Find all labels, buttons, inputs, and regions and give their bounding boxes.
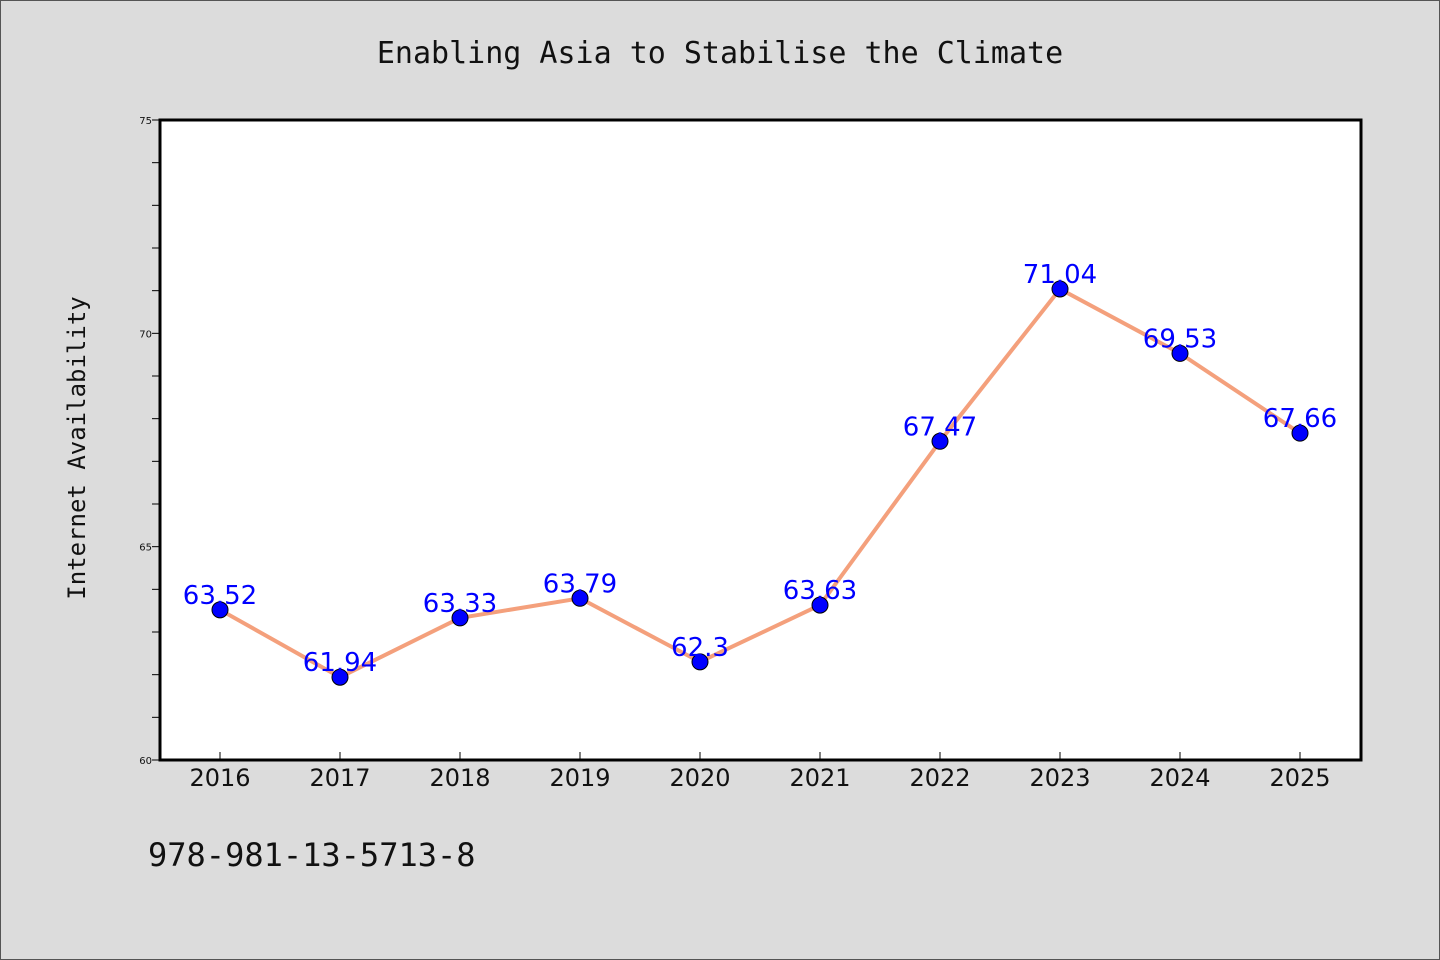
data-point [331,668,349,686]
x-tick-label: 2020 [669,764,730,792]
data-label: 63.63 [783,576,857,606]
data-label: 69.53 [1143,324,1217,354]
data-point [811,596,829,614]
data-label: 67.47 [903,412,977,442]
x-tick-label: 2022 [909,764,970,792]
x-tick-label: 2023 [1029,764,1090,792]
y-tick-label: 60 [139,756,152,767]
chart-title: Enabling Asia to Stabilise the Climate [377,36,1063,71]
data-point [571,589,589,607]
x-tick-label: 2018 [429,764,490,792]
data-label: 61.94 [303,648,377,678]
y-tick-label: 70 [139,329,152,340]
data-point [211,601,229,619]
data-label: 71.04 [1023,260,1097,290]
y-tick-labels: 60 65 70 75 [139,116,160,767]
data-point [1291,424,1309,442]
series-line [219,286,1302,680]
data-point [931,432,949,450]
y-tick-label: 75 [139,116,152,127]
x-tick-label: 2025 [1269,764,1330,792]
data-point [691,653,709,671]
isbn-footnote: 978-981-13-5713-8 [148,836,476,874]
data-label: 63.33 [423,589,497,619]
data-labels: 63.52 61.94 63.33 63.79 62.3 63.63 67.47 71.04 6… [183,260,1337,678]
series-markers [211,280,1309,686]
data-point [451,609,469,627]
data-label: 63.52 [183,581,257,611]
data-point [1051,280,1069,298]
x-tick-label: 2024 [1149,764,1210,792]
y-tick-label: 65 [139,543,152,554]
data-label: 63.79 [543,569,617,599]
plot-area [158,118,1363,762]
x-tick-label: 2021 [789,764,850,792]
x-tick-label: 2019 [549,764,610,792]
y-axis-label: Internet Availability [63,296,91,599]
data-point [1171,344,1189,362]
x-tick-labels: 2016 2017 2018 2019 2020 2021 2022 2023 2024 2025 [189,752,1331,792]
data-label: 62.3 [671,633,729,663]
data-label: 67.66 [1263,404,1337,434]
x-tick-label: 2016 [189,764,250,792]
y-minor-ticks [152,162,160,718]
x-tick-label: 2017 [309,764,370,792]
